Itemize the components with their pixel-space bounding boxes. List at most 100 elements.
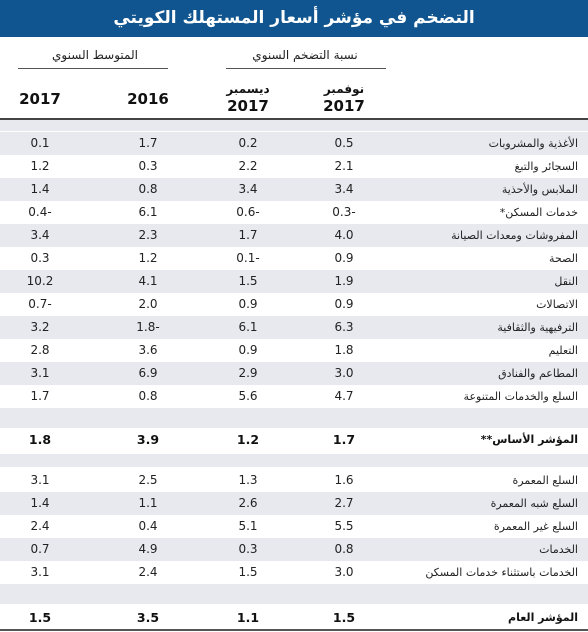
cell-dec-2017: 2.2 <box>238 159 258 173</box>
cell-nov-2017: 1.5 <box>332 610 356 625</box>
cell-nov-2017: 3.4 <box>334 182 354 196</box>
table-row: 3.4 2.3 1.7 4.0 المفروشات ومعدات الصيانة <box>0 224 588 247</box>
header-2016: 2016 <box>127 90 169 108</box>
table-row: 10.2 4.1 1.5 1.9 النقل <box>0 270 588 293</box>
cell-nov-2017: 2.1 <box>334 159 354 173</box>
cell-avg-2016: 2.5 <box>138 473 158 487</box>
general-index-row: 1.5 3.5 1.1 1.5 المؤشر العام <box>0 606 588 629</box>
cell-nov-2017: 0.8 <box>334 542 354 556</box>
cell-dec-2017: 0.3 <box>238 542 258 556</box>
cell-avg-2016: 0.4 <box>138 519 158 533</box>
table-row: 1.4 0.8 3.4 3.4 الملابس والأحذية <box>0 178 588 201</box>
cell-avg-2016: 2.3 <box>138 228 158 242</box>
cell-avg-2017: 3.2 <box>30 320 50 334</box>
cell-dec-2017: 1.2 <box>236 432 260 447</box>
cell-dec-2017: 3.4 <box>238 182 258 196</box>
header-nov-year: 2017 <box>323 97 365 115</box>
cell-dec-2017: 0.9 <box>238 297 258 311</box>
cell-avg-2017: 3.1 <box>30 366 50 380</box>
cell-nov-2017: 0.9 <box>334 297 354 311</box>
cell-avg-2016: 1.2 <box>138 251 158 265</box>
table-row: 0.7- 2.0 0.9 0.9 الاتصالات <box>0 293 588 316</box>
cell-avg-2016: 0.3 <box>138 159 158 173</box>
cell-dec-2017: 1.5 <box>238 565 258 579</box>
cell-nov-2017: 1.7 <box>332 432 356 447</box>
cell-nov-2017: 2.7 <box>334 496 354 510</box>
table-row: 1.7 0.8 5.6 4.7 السلع والخدمات المتنوعة <box>0 385 588 408</box>
table-row: 0.4- 6.1 0.6- 0.3- خدمات المسكن* <box>0 201 588 224</box>
cell-avg-2016: 0.8 <box>138 389 158 403</box>
cell-dec-2017: 5.6 <box>238 389 258 403</box>
header-annual-average: المتوسط السنوي <box>52 48 138 62</box>
cell-dec-2017: 0.1- <box>236 251 260 265</box>
table-row: 3.1 2.5 1.3 1.6 السلع المعمرة <box>0 469 588 492</box>
row-label: السلع والخدمات المتنوعة <box>463 390 578 403</box>
cell-avg-2017: 1.2 <box>30 159 50 173</box>
cell-dec-2017: 0.9 <box>238 343 258 357</box>
header-rule <box>0 118 588 120</box>
row-label: السلع المعمرة <box>512 474 578 487</box>
cell-avg-2017: 0.3 <box>30 251 50 265</box>
cell-dec-2017: 1.1 <box>236 610 260 625</box>
cell-dec-2017: 2.6 <box>238 496 258 510</box>
table-row: 0.7 4.9 0.3 0.8 الخدمات <box>0 538 588 561</box>
table-row: 2.8 3.6 0.9 1.8 التعليم <box>0 339 588 362</box>
row-label: التعليم <box>548 344 578 357</box>
cell-avg-2016: 1.7 <box>138 136 158 150</box>
cell-nov-2017: 1.9 <box>334 274 354 288</box>
cell-dec-2017: 1.3 <box>238 473 258 487</box>
footer-rule <box>0 629 588 631</box>
cell-avg-2016: 3.6 <box>138 343 158 357</box>
spacer-band <box>0 584 588 604</box>
row-label: السلع شبه المعمرة <box>490 497 578 510</box>
spacer-band <box>0 408 588 428</box>
cell-avg-2016: 3.9 <box>136 432 160 447</box>
cell-dec-2017: 5.1 <box>238 519 258 533</box>
cell-dec-2017: 0.2 <box>238 136 258 150</box>
cell-nov-2017: 4.7 <box>334 389 354 403</box>
cell-avg-2017: 0.7 <box>30 542 50 556</box>
row-label: خدمات المسكن* <box>499 206 578 219</box>
table-title: التضخم في مؤشر أسعار المستهلك الكويتي <box>0 0 588 37</box>
table-row: 2.4 0.4 5.1 5.5 السلع غير المعمرة <box>0 515 588 538</box>
cell-avg-2016: 2.0 <box>138 297 158 311</box>
cell-avg-2016: 3.5 <box>136 610 160 625</box>
table-row: 0.3 1.2 0.1- 0.9 الصحة <box>0 247 588 270</box>
cell-avg-2017: 1.4 <box>30 182 50 196</box>
cell-nov-2017: 0.5 <box>334 136 354 150</box>
cell-nov-2017: 3.0 <box>334 366 354 380</box>
cell-avg-2016: 0.8 <box>138 182 158 196</box>
cell-avg-2017: 0.7- <box>28 297 52 311</box>
cell-nov-2017: 6.3 <box>334 320 354 334</box>
table-row: 1.2 0.3 2.2 2.1 السجائر والتبغ <box>0 155 588 178</box>
table-row: 3.2 1.8- 6.1 6.3 الترفيهية والثقافية <box>0 316 588 339</box>
cell-avg-2017: 2.8 <box>30 343 50 357</box>
row-label: الخدمات باستثناء خدمات المسكن <box>425 566 578 579</box>
cell-dec-2017: 2.9 <box>238 366 258 380</box>
cell-avg-2017: 0.4- <box>28 205 52 219</box>
cell-nov-2017: 3.0 <box>334 565 354 579</box>
cell-avg-2016: 4.1 <box>138 274 158 288</box>
header-annual-inflation: نسبة التضخم السنوي <box>252 48 358 62</box>
cell-nov-2017: 1.6 <box>334 473 354 487</box>
cell-avg-2017: 1.8 <box>28 432 52 447</box>
cell-nov-2017: 0.3- <box>332 205 356 219</box>
row-label: السجائر والتبغ <box>514 160 578 173</box>
header-2017: 2017 <box>19 90 61 108</box>
header-underline-average <box>18 68 168 69</box>
header-dec-month: ديسمبر <box>226 82 270 96</box>
cell-dec-2017: 1.7 <box>238 228 258 242</box>
row-label: السلع غير المعمرة <box>493 520 578 533</box>
cell-dec-2017: 6.1 <box>238 320 258 334</box>
table-row: 3.1 2.4 1.5 3.0 الخدمات باستثناء خدمات ا… <box>0 561 588 584</box>
row-label: الملابس والأحذية <box>501 183 578 196</box>
row-label: النقل <box>554 275 578 288</box>
cell-avg-2016: 1.8- <box>136 320 160 334</box>
cell-avg-2016: 2.4 <box>138 565 158 579</box>
cell-avg-2017: 1.7 <box>30 389 50 403</box>
cell-nov-2017: 0.9 <box>334 251 354 265</box>
table-row: 1.4 1.1 2.6 2.7 السلع شبه المعمرة <box>0 492 588 515</box>
header-nov-month: نوفمبر <box>323 82 365 96</box>
cell-nov-2017: 1.8 <box>334 343 354 357</box>
cell-dec-2017: 0.6- <box>236 205 260 219</box>
